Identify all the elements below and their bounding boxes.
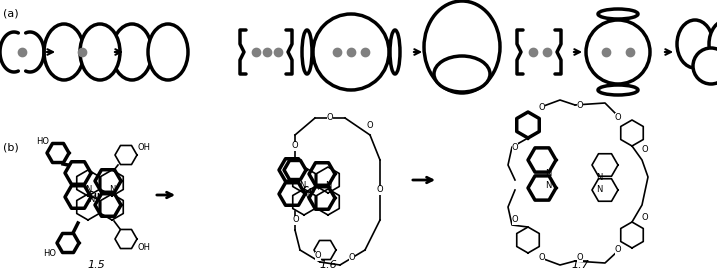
Text: N: N (325, 181, 331, 190)
Text: (a): (a) (3, 8, 19, 18)
Text: O: O (327, 113, 333, 122)
Ellipse shape (44, 24, 84, 80)
Polygon shape (317, 189, 339, 215)
Ellipse shape (302, 30, 312, 74)
Text: Cu$^+$: Cu$^+$ (302, 184, 322, 196)
Polygon shape (57, 233, 79, 253)
Text: N: N (596, 185, 602, 195)
Text: O: O (512, 142, 518, 152)
Text: O: O (315, 252, 321, 261)
Text: N: N (302, 192, 308, 201)
Polygon shape (317, 167, 339, 193)
Polygon shape (279, 159, 305, 181)
Text: 1.7: 1.7 (571, 260, 589, 270)
Polygon shape (95, 194, 121, 216)
Text: N: N (87, 196, 94, 204)
Polygon shape (77, 194, 99, 220)
Polygon shape (517, 227, 539, 253)
Polygon shape (65, 162, 91, 184)
Text: O: O (576, 101, 584, 110)
Ellipse shape (586, 20, 650, 84)
Polygon shape (77, 170, 99, 196)
Text: O: O (642, 145, 648, 155)
Ellipse shape (598, 9, 638, 19)
Ellipse shape (313, 14, 389, 90)
Polygon shape (592, 154, 618, 176)
Text: O: O (614, 246, 622, 255)
Ellipse shape (598, 85, 638, 95)
Text: O: O (376, 185, 384, 195)
Polygon shape (309, 163, 335, 185)
Polygon shape (528, 148, 556, 172)
Ellipse shape (693, 48, 717, 84)
Ellipse shape (112, 24, 152, 80)
Polygon shape (621, 120, 643, 146)
Text: +: + (312, 273, 324, 274)
Text: HO: HO (43, 249, 56, 258)
Polygon shape (314, 241, 336, 259)
Text: O: O (293, 215, 299, 224)
Polygon shape (528, 176, 556, 200)
Polygon shape (101, 194, 123, 220)
Text: 1.5: 1.5 (87, 260, 105, 270)
Polygon shape (621, 222, 643, 248)
Text: Cu$^+$: Cu$^+$ (87, 189, 107, 201)
Text: N: N (545, 169, 551, 178)
Polygon shape (517, 112, 539, 138)
Polygon shape (47, 144, 69, 162)
Text: O: O (538, 102, 546, 112)
Ellipse shape (677, 20, 713, 68)
Text: N: N (596, 173, 602, 181)
Polygon shape (101, 170, 123, 196)
Text: O: O (348, 253, 356, 262)
Text: O: O (512, 215, 518, 224)
Text: O: O (366, 121, 374, 130)
Polygon shape (95, 170, 121, 192)
Text: OH: OH (138, 142, 151, 152)
Text: N: N (299, 181, 305, 190)
Text: HO: HO (36, 138, 49, 147)
Ellipse shape (434, 56, 490, 92)
Polygon shape (279, 183, 305, 205)
Polygon shape (293, 167, 315, 193)
Polygon shape (65, 186, 91, 208)
Ellipse shape (709, 20, 717, 68)
Polygon shape (115, 229, 137, 249)
Text: OH: OH (138, 242, 151, 252)
Polygon shape (592, 179, 618, 201)
Text: N: N (545, 181, 551, 190)
Text: 1.6: 1.6 (319, 260, 337, 270)
Text: (b): (b) (3, 142, 19, 152)
Text: O: O (576, 253, 584, 261)
Text: N: N (109, 185, 115, 195)
Polygon shape (293, 189, 315, 215)
Text: O: O (614, 113, 622, 121)
Ellipse shape (390, 30, 400, 74)
Text: N: N (85, 184, 91, 193)
Text: O: O (642, 213, 648, 221)
Polygon shape (309, 187, 335, 209)
Text: O: O (538, 253, 546, 262)
Polygon shape (284, 161, 306, 179)
Polygon shape (115, 145, 137, 164)
Ellipse shape (148, 24, 188, 80)
Ellipse shape (424, 1, 500, 93)
Ellipse shape (80, 24, 120, 80)
Text: O: O (292, 141, 298, 150)
